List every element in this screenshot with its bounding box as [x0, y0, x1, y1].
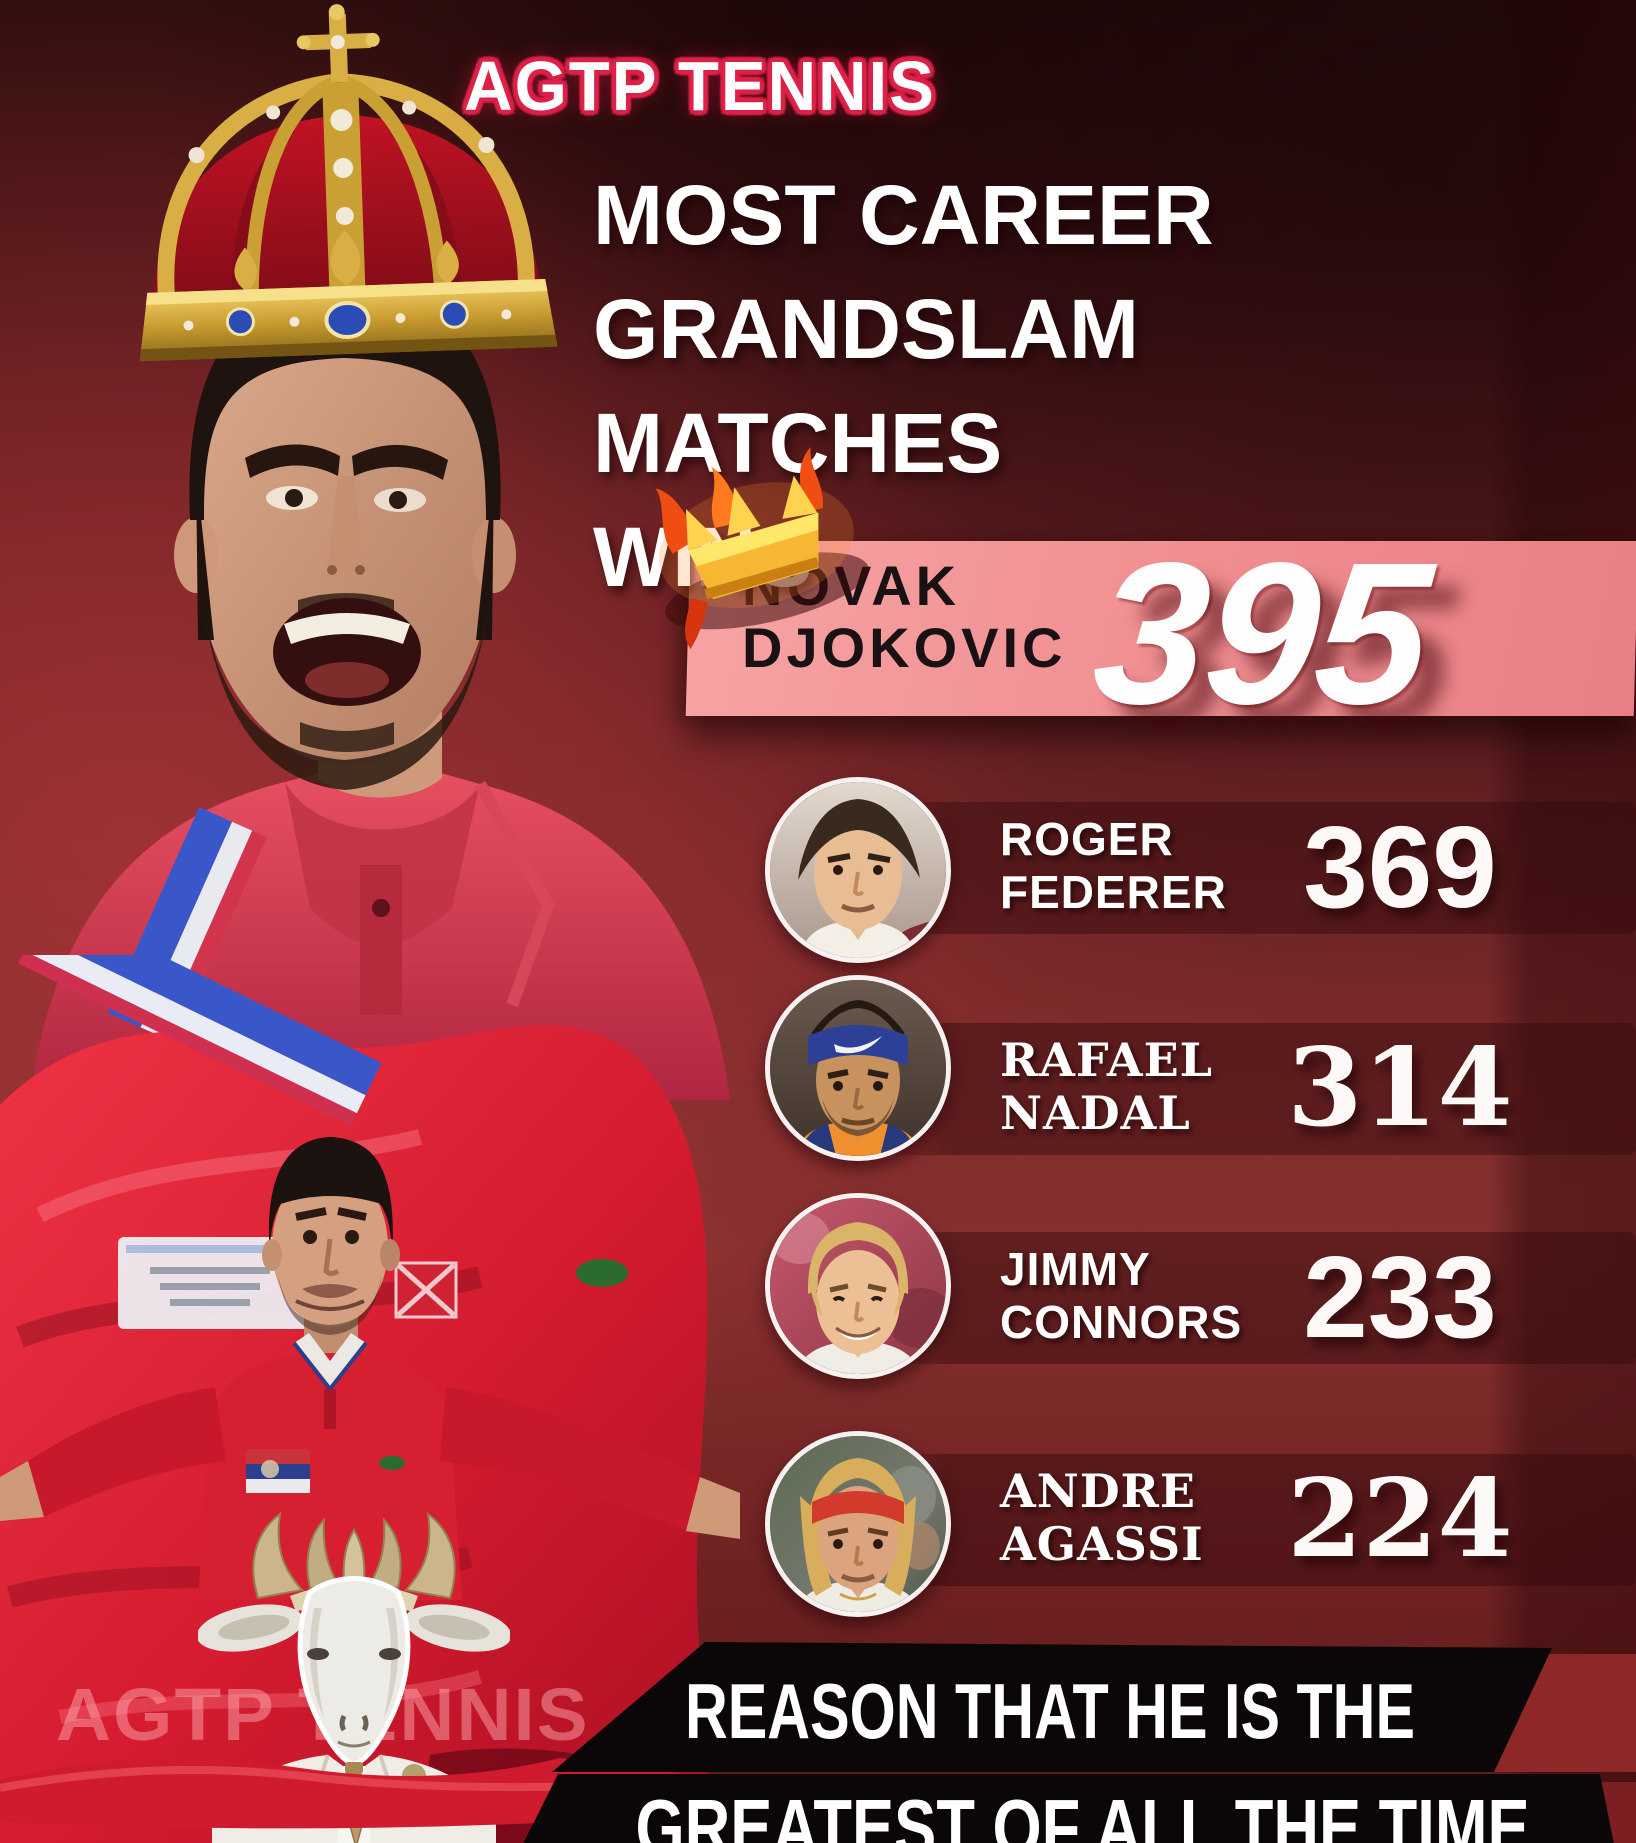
nike-headband — [808, 1025, 908, 1066]
lacoste-crocodile-logo — [379, 1456, 405, 1470]
player-name: RAFAEL NADAL — [1000, 1033, 1213, 1140]
player-value: 224 — [1287, 1456, 1513, 1582]
giant-collar-stripe — [18, 955, 382, 1126]
player-value: 233 — [1303, 1232, 1497, 1362]
footer-banner: REASON THAT HE IS THE — [552, 1642, 1552, 1772]
infographic-heading: MOST CAREER GRANDSLAM MATCHES WINS — [593, 158, 1453, 614]
footer-banner: GREATEST OF ALL THE TIME — [498, 1774, 1624, 1843]
x-stitch-patch — [394, 1261, 458, 1319]
row-band — [880, 1454, 1636, 1586]
row-band — [880, 1023, 1636, 1155]
player-name: ANDRE AGASSI — [1000, 1464, 1204, 1571]
nike-swoosh-icon — [834, 1036, 882, 1054]
player-name: JIMMY CONNORS — [1000, 1243, 1243, 1348]
heading-line: GRANDSLAM MATCHES — [593, 282, 1139, 490]
player-value: 369 — [1303, 802, 1497, 932]
footer-line: REASON THAT HE IS THE — [684, 1667, 1416, 1755]
goat-head — [297, 1576, 411, 1767]
lacoste-crocodile-logo-large — [576, 1259, 628, 1287]
heading-line: MOST CAREER — [593, 168, 1214, 262]
player-value: 314 — [1287, 1025, 1513, 1151]
footer-line: GREATEST OF ALL THE TIME — [635, 1783, 1530, 1843]
page-title: AGTP TENNIS — [464, 47, 936, 125]
royal-crown-icon — [139, 4, 558, 362]
flaming-crown-icon — [655, 447, 869, 650]
rafael-nadal-portrait — [765, 975, 951, 1161]
roger-federer-portrait — [765, 777, 951, 963]
andre-agassi-portrait — [765, 1431, 951, 1617]
background-shade-column — [1488, 0, 1636, 1843]
jimmy-connors-portrait — [765, 1193, 951, 1379]
row-band — [880, 1232, 1636, 1364]
row-band — [880, 802, 1636, 934]
serbia-flag-patch — [246, 1449, 310, 1493]
red-headband — [812, 1491, 904, 1524]
player-name: ROGER FEDERER — [1000, 813, 1227, 918]
